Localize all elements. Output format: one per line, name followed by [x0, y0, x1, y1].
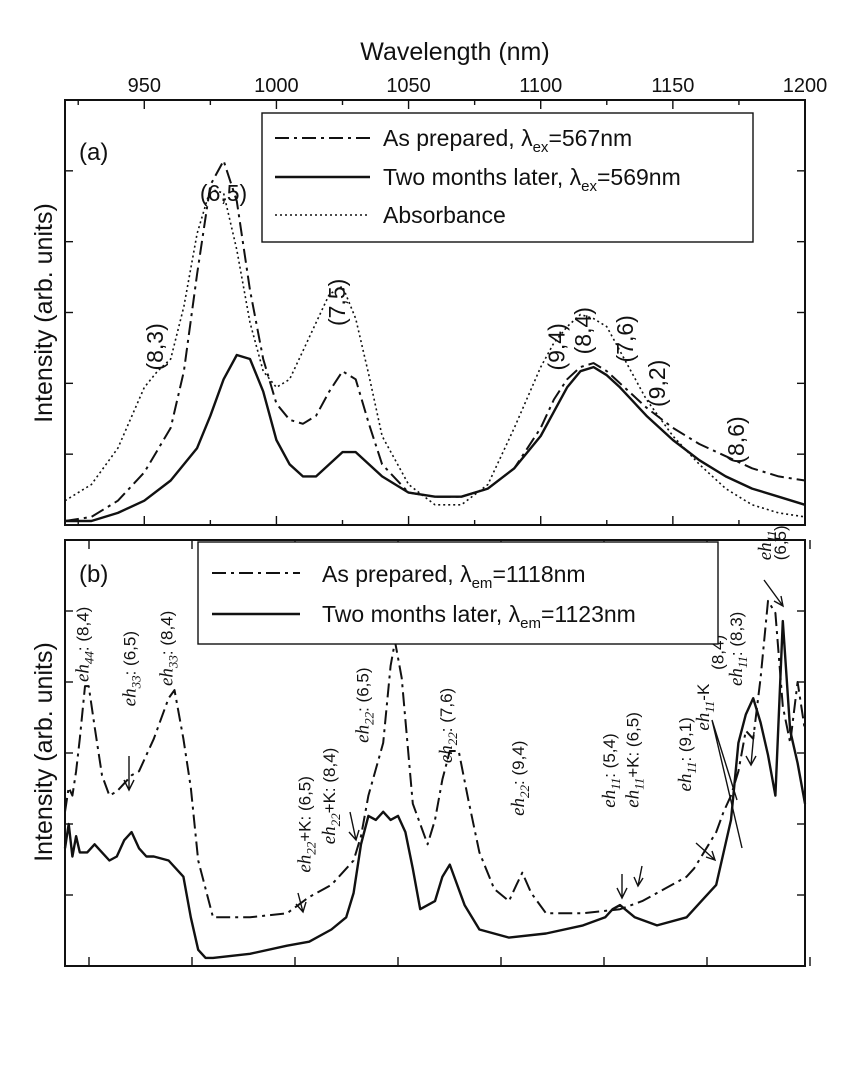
panel-b-annotations: eh44: (8,4) eh33: (6,5) eh33: (8,4) eh22+K:…: [73, 525, 790, 872]
transition-label: eh11: (8,3): [726, 612, 750, 686]
arrow-eh11-k-lines: [711, 719, 743, 849]
arrow-eh22-6-5: [348, 811, 360, 842]
peak-label: (9,4): [544, 323, 570, 370]
transition-label: eh22+K: (6,5): [295, 776, 319, 873]
panel-a-ticks: [65, 100, 806, 525]
x-tick-label: 950: [128, 75, 161, 97]
arrow-eh22k-6-5: [295, 892, 307, 914]
legend-label-as-prepared: As prepared, λex=567nm: [383, 125, 632, 156]
panel-b-y-axis-title: Intensity (arb. units): [30, 642, 58, 862]
legend-label-absorbance: Absorbance: [383, 202, 506, 228]
panel-a-annotations: (8,3) (6,5) (7,5) (9,4) (8,4) (7,6)(9,2) (8,6): [142, 180, 749, 463]
transition-label: eh11: (9,1): [675, 717, 699, 791]
panel-a: (a) (8,3)(6,5)(7,5)(9,4) (8,4) (7,6)(9,2)(…: [30, 99, 806, 526]
transition-label: eh22: (9,4): [508, 741, 532, 816]
x-tick-label: 1000: [254, 75, 299, 97]
transition-label: eh33: (6,5): [119, 631, 143, 706]
x-tick-label: 1050: [386, 75, 431, 97]
arrow-eh11-9-1: [695, 842, 717, 862]
x-tick-label: 1150: [651, 75, 694, 97]
arrow-eh11-8-3: [745, 731, 757, 767]
legend-label-two-months-later: Two months later, λem=1123nm: [322, 601, 636, 632]
legend-label-two-months-later: Two months later, λex=569nm: [383, 164, 681, 195]
transition-label: eh33: (8,4): [156, 611, 180, 686]
panel-a-series: [64, 159, 806, 523]
peak-label: (8,6): [723, 416, 749, 463]
peak-label: (6,5): [200, 180, 247, 206]
transition-label: eh11+K: (6,5): [623, 712, 647, 808]
panel-a-legend: As prepared, λex=567nm Two months later,…: [261, 112, 754, 243]
legend-box: [197, 541, 719, 645]
transition-label: eh22+K: (8,4): [319, 748, 343, 845]
peak-label: (9,2): [644, 360, 670, 407]
x-tick-labels: 950 1000 1050 1100 1150 1200: [128, 75, 828, 97]
x-tick-label: 1200: [783, 75, 828, 97]
panel-a-y-axis-title: Intensity (arb. units): [30, 203, 58, 423]
panel-b-legend: As prepared, λem=1118nm Two months later…: [197, 541, 719, 645]
x-tick-label: 1100: [519, 75, 562, 97]
panel-b: (b) eh44: (8,4) eh33: (6,5) eh33: (8,4) eh2…: [30, 525, 811, 967]
transition-label: eh11: (5,4): [599, 733, 623, 807]
x-axis-title: Wavelength (nm): [360, 38, 549, 66]
series-line-two-months-later-a: [65, 353, 806, 523]
legend-label-as-prepared: As prepared, λem=1118nm: [322, 561, 586, 592]
series-line-absorbance-a: [64, 188, 806, 518]
peak-label: (7,5): [324, 279, 350, 326]
arrow-eh11k-6-5: [633, 865, 644, 888]
arrow-eh11-6-5: [763, 579, 784, 608]
peak-label: (8,4): [570, 307, 596, 354]
panel-b-label: (b): [79, 561, 108, 588]
transition-label: eh11-K: [693, 683, 717, 731]
arrow-eh33-6-5: [123, 756, 135, 792]
transition-label: (6,5): [771, 525, 790, 560]
peak-label: (8,3): [142, 323, 168, 370]
panel-a-label: (a): [79, 139, 108, 166]
transition-label: eh22: (6,5): [352, 668, 376, 743]
series-line-two-months-later-b: [63, 619, 807, 960]
transition-label: eh44: (8,4): [73, 607, 97, 682]
peak-label: (7,6): [612, 315, 638, 362]
transition-label: eh22: (7,6): [436, 688, 460, 763]
panel-b-arrows: [123, 579, 784, 914]
series-line-as-prepared-a: [64, 159, 806, 522]
transition-label: eh11: [755, 530, 779, 560]
arrow-eh11-5-4: [616, 874, 628, 900]
